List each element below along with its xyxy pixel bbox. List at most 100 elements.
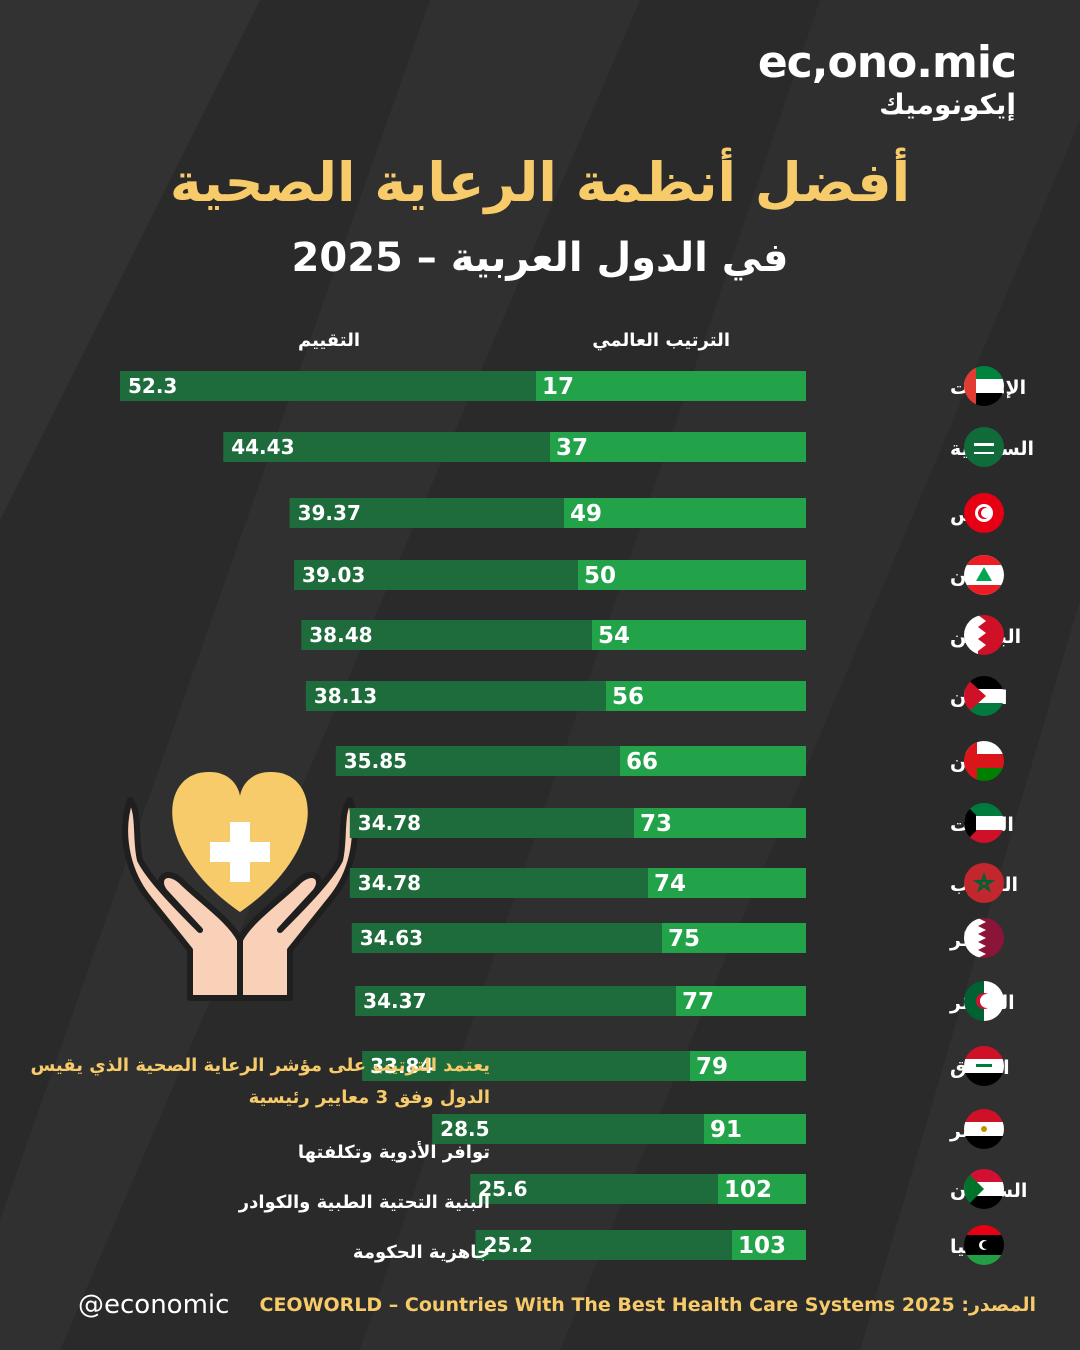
criterion-1: توافر الأدوية وتكلفتها [297,1142,490,1163]
score-label: 52.3 [128,374,177,398]
score-label: 39.37 [298,501,361,525]
rank-label: 103 [738,1233,786,1259]
chart-row: 35.8566عُمان [335,741,1004,781]
chart-row: 34.7873الكويت [349,803,1014,843]
chart-row: 33.8479العراق [362,1046,1010,1086]
score-label: 38.48 [309,623,372,647]
score-label: 28.5 [440,1117,489,1141]
score-label: 35.85 [344,749,407,773]
brand-name-ar: إيكونوميك [879,88,1016,121]
rank-label: 91 [710,1117,742,1143]
chart-row: 34.7874المغرب [349,863,1018,903]
source-text: CEOWORLD – Countries With The Best Healt… [259,1294,955,1316]
social-handle: @economic [78,1290,230,1320]
rank-bar [718,1174,806,1204]
rank-bar [606,681,806,711]
score-bar [351,923,662,953]
score-column-header: التقييم [297,330,360,351]
chart-row: 39.0350لبنان [294,555,1004,595]
rank-bar [704,1114,806,1144]
chart-row: 28.591مصر [432,1109,1004,1149]
heart-hands-icon [122,771,358,1001]
kuwait-flag-icon [964,803,1004,843]
rank-label: 75 [668,926,700,952]
score-label: 44.43 [231,435,294,459]
score-bar [301,620,592,650]
chart-row: 25.6102السودان [470,1169,1027,1209]
brand-logo: ec,ono.mic إيكونوميك [757,37,1017,122]
score-label: 34.78 [358,811,421,835]
rank-bar [592,620,806,650]
rank-bar [634,808,806,838]
source-label: المصدر: [961,1294,1036,1316]
rank-bar [550,432,806,462]
score-bar [470,1174,718,1204]
score-bar [120,371,536,401]
score-label: 39.03 [302,563,365,587]
chart-row: 39.3749تونس [289,493,1004,533]
score-label: 34.78 [358,871,421,895]
rank-label: 102 [724,1177,772,1203]
algeria-flag-icon [964,981,1004,1021]
criterion-3: جاهزية الحكومة [352,1242,490,1263]
methodology-note: يعتمد الترتيب على مؤشر الرعاية الصحية ال… [30,1055,490,1108]
score-label: 34.37 [363,989,426,1013]
rank-label: 66 [626,749,658,775]
score-bar [305,681,606,711]
score-bar [432,1114,704,1144]
rank-label: 49 [570,501,602,527]
rank-label: 37 [556,435,588,461]
libya-flag-icon [964,1225,1004,1265]
rank-bar [578,560,806,590]
score-bar [355,986,676,1016]
rank-label: 77 [682,989,714,1015]
qatar-flag-icon [964,918,1004,958]
tunisia-flag-icon [964,493,1004,533]
rank-label: 17 [542,374,574,400]
score-bar [349,808,634,838]
bahrain-flag-icon [964,615,1004,655]
morocco-flag-icon [964,863,1004,903]
score-label: 25.2 [483,1233,532,1257]
score-bar [289,498,564,528]
score-bar [223,432,551,462]
rank-label: 50 [584,563,616,589]
rank-label: 56 [612,684,644,710]
chart-row: 44.4337السعودية [223,427,1034,467]
score-bar [475,1230,732,1260]
chart-row: 34.3777الجزائر [355,981,1015,1021]
rank-bar [536,371,806,401]
lebanon-flag-icon [964,555,1004,595]
score-label: 34.63 [360,926,423,950]
rank-bar [564,498,806,528]
chart-row: 34.6375قطر [351,918,1004,958]
rank-bar [662,923,806,953]
source-line: المصدر: CEOWORLD – Countries With The Be… [260,1294,1037,1316]
iraq-flag-icon [964,1046,1004,1086]
rank-label: 74 [654,871,686,897]
rank-label: 73 [640,811,672,837]
rank-bar [676,986,806,1016]
score-label: 38.13 [314,684,377,708]
score-bar [294,560,578,590]
brand-name-en: ec,ono.mic [757,37,1017,88]
chart-row: 38.4854البحرين [301,615,1021,655]
page-title: أفضل أنظمة الرعاية الصحية [169,151,911,214]
egypt-flag-icon [964,1109,1004,1149]
score-bar [362,1051,690,1081]
score-bar [349,868,648,898]
chart-row: 38.1356الأردن [305,676,1008,716]
rank-bar [690,1051,806,1081]
rank-bar [648,868,806,898]
uae-flag-icon [964,366,1004,406]
score-label: 25.6 [478,1177,527,1201]
rank-label: 54 [598,623,630,649]
rank-bar [620,746,806,776]
score-label: 33.84 [370,1054,433,1078]
score-bar [335,746,620,776]
rank-label: 79 [696,1054,728,1080]
page-subtitle: في الدول العربية – 2025 [291,235,789,281]
rank-bar [732,1230,806,1260]
